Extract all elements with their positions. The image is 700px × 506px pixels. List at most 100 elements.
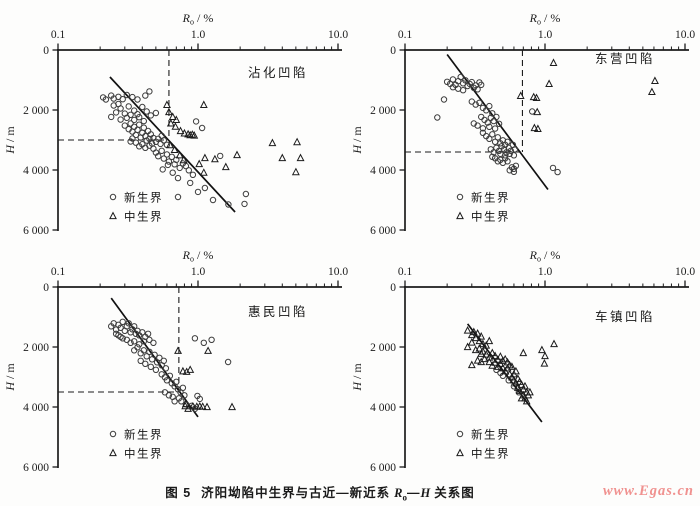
y-tick-label: 4 000: [23, 165, 49, 177]
point-triangle: [456, 211, 464, 220]
point-circle: [131, 338, 138, 345]
point-circle: [160, 357, 168, 364]
point-circle: [468, 78, 475, 86]
point-circle: [159, 166, 166, 173]
point-circle: [440, 96, 448, 103]
caption-text-before: 济阳坳陷中生界与古近—新近系: [201, 486, 391, 500]
point-triangle: [179, 155, 188, 164]
point-triangle: [541, 351, 549, 360]
point-circle: [125, 103, 132, 110]
point-triangle: [550, 339, 559, 348]
y-tick-label: 2 000: [23, 105, 49, 117]
point-triangle: [170, 145, 179, 153]
point-circle: [146, 348, 153, 355]
point-circle: [483, 107, 490, 114]
legend-label: 新生界: [471, 428, 510, 442]
point-triangle: [228, 402, 237, 411]
point-triangle: [485, 336, 494, 345]
point-triangle: [463, 326, 472, 334]
point-circle: [455, 85, 462, 92]
y-tick-label: 2 000: [370, 105, 396, 117]
mesozoic-series: [516, 58, 659, 132]
point-triangle: [517, 380, 526, 388]
point-circle: [479, 129, 487, 137]
point-triangle: [488, 348, 497, 357]
point-circle: [486, 123, 493, 131]
threshold-guides: [58, 50, 170, 141]
point-circle: [160, 137, 168, 144]
y-axis-title: H / m: [3, 363, 17, 392]
point-triangle: [456, 448, 464, 457]
point-circle: [486, 102, 493, 110]
point-circle: [479, 125, 487, 132]
x-tick-label: 1.0: [191, 266, 206, 278]
point-triangle: [533, 107, 542, 116]
point-circle: [196, 395, 204, 403]
point-triangle: [530, 123, 539, 132]
point-triangle: [186, 130, 195, 139]
point-circle: [181, 392, 188, 399]
point-circle: [131, 107, 138, 114]
point-triangle: [188, 130, 197, 138]
point-triangle: [482, 350, 491, 358]
cenozoic-series: [434, 73, 561, 176]
point-triangle: [650, 76, 659, 84]
caption-ro-symbol: R: [394, 486, 403, 500]
point-triangle: [521, 381, 530, 390]
point-circle: [139, 103, 146, 111]
panel-title-huimin: 惠民凹陷: [248, 304, 308, 319]
point-circle: [512, 162, 520, 170]
x-axis-title: Ro / %: [182, 11, 214, 27]
point-triangle: [182, 367, 191, 375]
legend-label: 中生界: [124, 210, 163, 224]
point-circle: [173, 378, 180, 385]
point-triangle: [463, 342, 472, 351]
point-circle: [151, 351, 158, 358]
point-triangle: [164, 107, 173, 116]
point-triangle: [511, 366, 520, 375]
y-tick-label: 4 000: [23, 402, 49, 414]
threshold-guides: [58, 287, 180, 393]
point-triangle: [467, 360, 476, 369]
legend-label: 中生界: [471, 210, 510, 224]
legend-label: 新生界: [124, 191, 163, 205]
y-axis-title: H / m: [350, 363, 364, 392]
point-triangle: [210, 154, 219, 163]
point-circle: [487, 146, 494, 153]
point-circle: [102, 96, 110, 103]
point-circle: [486, 135, 493, 143]
point-circle: [119, 96, 126, 103]
point-circle: [134, 96, 141, 103]
point-triangle: [471, 333, 480, 342]
point-circle: [127, 339, 134, 346]
mesozoic-series: [463, 326, 559, 405]
figure-caption: 图 5 济阳坳陷中生界与古近—新近系 Ro—H 关系图: [0, 482, 640, 503]
point-circle: [108, 113, 115, 121]
point-circle: [161, 389, 169, 396]
point-circle: [507, 147, 514, 155]
point-triangle: [498, 356, 507, 364]
point-triangle: [525, 387, 534, 396]
panel-title-zhanhua: 沾化凹陷: [248, 65, 308, 80]
point-circle: [489, 131, 496, 138]
point-circle: [155, 153, 162, 160]
y-tick-label: 0: [390, 45, 396, 57]
point-circle: [510, 168, 518, 176]
x-tick-label: 1.0: [538, 29, 553, 41]
point-circle: [468, 98, 475, 105]
point-triangle: [475, 344, 484, 352]
caption-ro-subscript: o: [402, 492, 408, 503]
point-triangle: [480, 354, 489, 363]
point-circle: [119, 318, 126, 325]
y-tick-label: 6 000: [23, 462, 49, 474]
point-circle: [136, 121, 143, 128]
point-circle: [464, 82, 471, 90]
point-circle: [174, 193, 182, 201]
y-axis-title: H / m: [350, 126, 364, 155]
point-circle: [185, 167, 193, 174]
point-circle: [200, 339, 208, 346]
legend-label: 中生界: [471, 447, 510, 461]
